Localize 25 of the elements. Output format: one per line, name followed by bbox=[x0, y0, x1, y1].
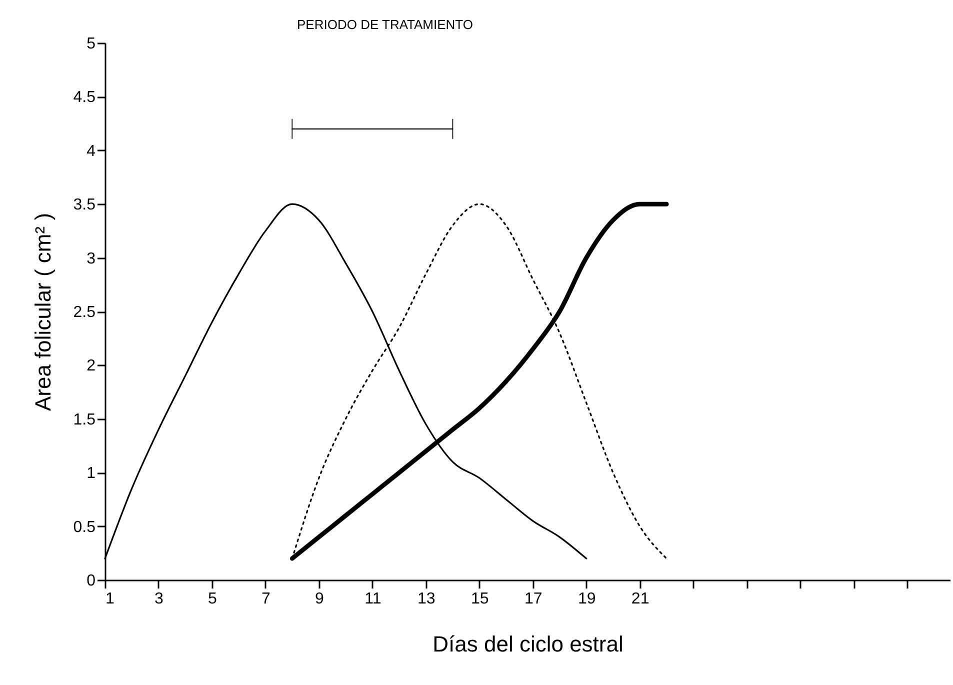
x-tick-label: 7 bbox=[261, 590, 270, 608]
text: PERIODO DE TRATAMIENTO bbox=[296, 17, 474, 32]
x-tick-label: 17 bbox=[524, 590, 542, 608]
x-tick-label: 9 bbox=[314, 590, 324, 608]
y-axis-title: Area folicular ( cm² ) bbox=[30, 212, 56, 412]
x-tick-label: 11 bbox=[364, 590, 382, 608]
x-tick-label: 5 bbox=[208, 590, 218, 608]
y-tick-label: 1 bbox=[86, 465, 96, 482]
y-tick-label: 0 bbox=[86, 572, 96, 590]
y-tick-label: 2.5 bbox=[73, 304, 96, 321]
y-tick-label: 0.5 bbox=[73, 518, 96, 536]
x-tick-label: 1 bbox=[106, 590, 114, 608]
y-tick-label: 2 bbox=[86, 358, 96, 375]
y-tick-label: 4.5 bbox=[73, 89, 96, 106]
y-tick-label: 3.5 bbox=[73, 196, 96, 214]
x-tick-label: 13 bbox=[417, 590, 436, 608]
y-tick-label: 1.5 bbox=[73, 411, 96, 428]
y-tick-label: 5 bbox=[86, 36, 96, 52]
x-tick-label: 19 bbox=[578, 590, 596, 608]
y-tick-label: 3 bbox=[86, 250, 96, 268]
x-tick-label: 21 bbox=[631, 590, 650, 608]
x-tick-label: 15 bbox=[470, 590, 489, 608]
y-tick-label: 4 bbox=[86, 142, 96, 160]
x-tick-label: 3 bbox=[154, 590, 164, 608]
x-axis-title: Días del ciclo estral bbox=[432, 632, 624, 656]
